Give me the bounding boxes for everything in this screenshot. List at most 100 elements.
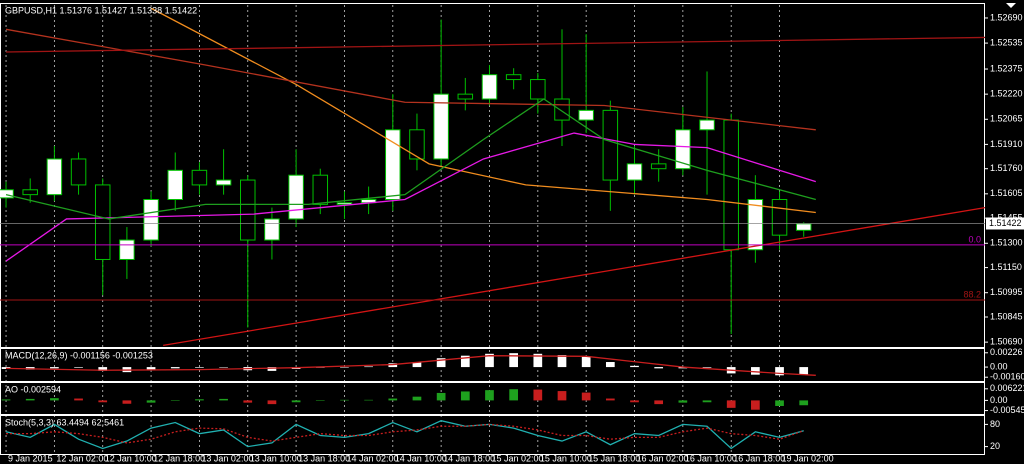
- fibo-label: 0.0: [968, 234, 981, 244]
- candle-body: [699, 119, 715, 131]
- x-tick-label: 13 Jan 10:00: [250, 453, 302, 463]
- x-tick-label: 14 Jan 10:00: [395, 453, 447, 463]
- fibo-label: 88.2: [963, 289, 981, 299]
- histogram-bar: [98, 400, 108, 403]
- histogram-bar: [509, 353, 519, 368]
- last-price-label: 1.51422: [989, 218, 1022, 228]
- candle-body: [771, 199, 788, 236]
- candle-body: [215, 179, 232, 186]
- panel-title: MACD(12,26,9) -0.001156 -0.001253: [5, 350, 153, 360]
- candle-body: [0, 189, 14, 199]
- x-tick-label: 12 Jan 10:00: [105, 453, 157, 463]
- indicator-line: [163, 206, 986, 347]
- histogram-bar: [219, 398, 228, 401]
- histogram-bar: [170, 400, 180, 401]
- x-tick-label: 13 Jan 02:00: [201, 453, 253, 463]
- candle-body: [505, 74, 522, 81]
- histogram-bar: [1, 399, 11, 401]
- histogram-bar: [195, 399, 204, 401]
- y-tick-label: 1.52220: [990, 89, 1023, 99]
- candle-body: [119, 239, 135, 260]
- x-tick-label: 19 Jan 02:00: [782, 453, 834, 463]
- y-tick-label: 1.50690: [990, 337, 1023, 347]
- indicator-line: [5, 420, 804, 450]
- y-tick-label: 1.52375: [990, 63, 1023, 73]
- y-tick-label: 1.50995: [990, 287, 1023, 297]
- histogram-bar: [291, 400, 301, 403]
- candle-body: [723, 119, 739, 251]
- histogram-bar: [50, 367, 59, 369]
- candle-body: [795, 223, 812, 231]
- histogram-bar: [146, 400, 156, 403]
- last-price-box: [986, 217, 1024, 230]
- histogram-bar: [654, 400, 664, 405]
- histogram-bar: [340, 367, 349, 368]
- candle-body: [46, 158, 63, 196]
- histogram-bar: [751, 400, 760, 410]
- candle-body: [264, 218, 280, 241]
- histogram-bar: [315, 400, 325, 401]
- indicator-line: [6, 355, 816, 376]
- candle-body: [626, 163, 643, 181]
- candle-body: [554, 98, 570, 121]
- histogram-bar: [751, 367, 760, 375]
- histogram-bar: [74, 367, 83, 368]
- histogram-bar: [799, 400, 809, 406]
- panel-frame: [0, 3, 985, 348]
- x-tick-label: 16 Jan 18:00: [733, 453, 785, 463]
- candle-body: [191, 169, 208, 186]
- y-tick-label: -0.00160: [990, 372, 1024, 382]
- histogram-bar: [267, 367, 277, 371]
- histogram-bar: [630, 365, 639, 368]
- x-tick-label: 9 Jan 2015: [8, 453, 53, 463]
- scroll-marker: [1006, 3, 1016, 8]
- candle-body: [747, 199, 764, 251]
- histogram-bar: [219, 367, 228, 368]
- y-tick-label: 1.52535: [990, 37, 1023, 47]
- candle-body: [94, 184, 111, 260]
- candle-body: [336, 202, 353, 205]
- histogram-bar: [605, 398, 615, 401]
- candle-body: [530, 79, 546, 100]
- x-tick-label: 14 Jan 02:00: [346, 453, 398, 463]
- x-tick-label: 13 Jan 18:00: [298, 453, 350, 463]
- panel-frame: [0, 415, 985, 455]
- histogram-bar: [364, 366, 373, 368]
- histogram-bar: [605, 362, 615, 368]
- histogram-bar: [436, 392, 446, 401]
- candle-body: [602, 109, 619, 181]
- y-tick-label: -0.005454: [990, 405, 1024, 415]
- candle-body: [167, 169, 183, 201]
- histogram-bar: [1, 367, 11, 369]
- y-tick-label: 1.51150: [990, 262, 1022, 272]
- x-tick-label: 15 Jan 10:00: [540, 453, 592, 463]
- candle-body: [481, 74, 498, 100]
- x-tick-label: 15 Jan 18:00: [588, 453, 640, 463]
- candle-body: [70, 158, 87, 186]
- panel-frame: [0, 382, 985, 415]
- histogram-bar: [557, 391, 567, 401]
- indicator-line: [150, 7, 816, 214]
- panel-title: Stoch(5,3,3) 63.4494 62.5461: [5, 417, 124, 427]
- y-tick-label: 0.00: [990, 361, 1008, 371]
- histogram-bar: [122, 400, 132, 404]
- candle-body: [433, 93, 449, 160]
- histogram-bar: [25, 398, 35, 401]
- histogram-bar: [195, 367, 204, 368]
- histogram-bar: [485, 390, 494, 401]
- histogram-bar: [775, 400, 784, 406]
- histogram-bar: [557, 355, 567, 368]
- histogram-bar: [726, 400, 736, 408]
- panel-title: AO -0.002594: [5, 384, 61, 394]
- x-tick-label: 16 Jan 02:00: [637, 453, 689, 463]
- histogram-bar: [630, 400, 639, 403]
- x-tick-label: 12 Jan 18:00: [153, 453, 205, 463]
- candle-body: [675, 129, 691, 170]
- y-tick-label: 0.00: [990, 395, 1008, 405]
- histogram-bar: [581, 392, 591, 401]
- candle-body: [578, 109, 594, 121]
- y-tick-label: 1.52690: [990, 12, 1023, 22]
- histogram-bar: [98, 367, 108, 371]
- histogram-bar: [50, 398, 59, 401]
